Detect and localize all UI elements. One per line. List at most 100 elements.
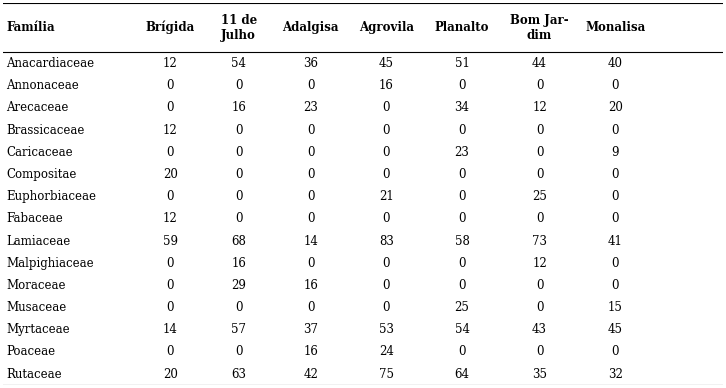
Text: Família: Família — [7, 21, 55, 34]
Text: 16: 16 — [379, 79, 393, 92]
Text: 68: 68 — [232, 234, 246, 248]
Text: 0: 0 — [307, 301, 314, 314]
Text: 0: 0 — [166, 257, 174, 270]
Text: Musaceae: Musaceae — [7, 301, 67, 314]
Text: 0: 0 — [458, 168, 466, 181]
Text: 23: 23 — [454, 146, 470, 159]
Text: 16: 16 — [232, 101, 246, 114]
Text: 23: 23 — [303, 101, 318, 114]
Text: 63: 63 — [231, 368, 246, 381]
Text: 0: 0 — [458, 190, 466, 203]
Text: 21: 21 — [379, 190, 393, 203]
Text: 0: 0 — [536, 345, 543, 359]
Text: Fabaceae: Fabaceae — [7, 212, 63, 225]
Text: 12: 12 — [163, 57, 178, 70]
Text: 24: 24 — [379, 345, 393, 359]
Text: 57: 57 — [231, 323, 246, 336]
Text: 40: 40 — [608, 57, 623, 70]
Text: Planalto: Planalto — [435, 21, 489, 34]
Text: 0: 0 — [458, 345, 466, 359]
Text: 0: 0 — [166, 101, 174, 114]
Text: 0: 0 — [611, 212, 619, 225]
Text: Poaceae: Poaceae — [7, 345, 55, 359]
Text: 0: 0 — [536, 301, 543, 314]
Text: 0: 0 — [611, 190, 619, 203]
Text: 20: 20 — [163, 168, 178, 181]
Text: 43: 43 — [532, 323, 547, 336]
Text: 14: 14 — [303, 234, 318, 248]
Text: 0: 0 — [383, 146, 390, 159]
Text: 16: 16 — [303, 279, 318, 292]
Text: 83: 83 — [379, 234, 393, 248]
Text: 0: 0 — [307, 168, 314, 181]
Text: Rutaceae: Rutaceae — [7, 368, 62, 381]
Text: 0: 0 — [307, 124, 314, 137]
Text: 12: 12 — [163, 124, 178, 137]
Text: Adalgisa: Adalgisa — [282, 21, 339, 34]
Text: 0: 0 — [458, 279, 466, 292]
Text: 0: 0 — [307, 146, 314, 159]
Text: 0: 0 — [166, 190, 174, 203]
Text: 0: 0 — [383, 301, 390, 314]
Text: 0: 0 — [458, 124, 466, 137]
Text: 35: 35 — [532, 368, 547, 381]
Text: 36: 36 — [303, 57, 318, 70]
Text: 32: 32 — [608, 368, 623, 381]
Text: 0: 0 — [536, 279, 543, 292]
Text: Myrtaceae: Myrtaceae — [7, 323, 70, 336]
Text: 0: 0 — [307, 190, 314, 203]
Text: 0: 0 — [383, 279, 390, 292]
Text: Arecaceae: Arecaceae — [7, 101, 69, 114]
Text: 15: 15 — [608, 301, 623, 314]
Text: 0: 0 — [611, 79, 619, 92]
Text: 14: 14 — [163, 323, 178, 336]
Text: 0: 0 — [235, 301, 242, 314]
Text: 0: 0 — [307, 257, 314, 270]
Text: Caricaceae: Caricaceae — [7, 146, 73, 159]
Text: 0: 0 — [536, 212, 543, 225]
Text: 37: 37 — [303, 323, 318, 336]
Text: 12: 12 — [532, 257, 547, 270]
Text: 0: 0 — [611, 124, 619, 137]
Text: 0: 0 — [307, 79, 314, 92]
Text: Agrovila: Agrovila — [359, 21, 414, 34]
Text: 0: 0 — [166, 345, 174, 359]
Text: 0: 0 — [235, 146, 242, 159]
Text: 75: 75 — [379, 368, 394, 381]
Text: 45: 45 — [608, 323, 623, 336]
Text: 0: 0 — [166, 79, 174, 92]
Text: 0: 0 — [307, 212, 314, 225]
Text: 0: 0 — [458, 212, 466, 225]
Text: 42: 42 — [303, 368, 318, 381]
Text: 0: 0 — [383, 257, 390, 270]
Text: Anacardiaceae: Anacardiaceae — [7, 57, 94, 70]
Text: 0: 0 — [166, 301, 174, 314]
Text: 0: 0 — [166, 279, 174, 292]
Text: 0: 0 — [235, 79, 242, 92]
Text: 0: 0 — [536, 79, 543, 92]
Text: 0: 0 — [235, 212, 242, 225]
Text: 12: 12 — [163, 212, 178, 225]
Text: Lamiaceae: Lamiaceae — [7, 234, 70, 248]
Text: 0: 0 — [458, 79, 466, 92]
Text: 0: 0 — [383, 101, 390, 114]
Text: 0: 0 — [611, 168, 619, 181]
Text: Annonaceae: Annonaceae — [7, 79, 79, 92]
Text: 64: 64 — [454, 368, 470, 381]
Text: 45: 45 — [379, 57, 394, 70]
Text: 20: 20 — [163, 368, 178, 381]
Text: 34: 34 — [454, 101, 470, 114]
Text: 0: 0 — [383, 124, 390, 137]
Text: 12: 12 — [532, 101, 547, 114]
Text: 53: 53 — [379, 323, 394, 336]
Text: Monalisa: Monalisa — [585, 21, 645, 34]
Text: 25: 25 — [454, 301, 470, 314]
Text: 0: 0 — [458, 257, 466, 270]
Text: 16: 16 — [232, 257, 246, 270]
Text: 0: 0 — [383, 212, 390, 225]
Text: 0: 0 — [611, 257, 619, 270]
Text: 73: 73 — [532, 234, 547, 248]
Text: 44: 44 — [532, 57, 547, 70]
Text: 0: 0 — [166, 146, 174, 159]
Text: 0: 0 — [235, 190, 242, 203]
